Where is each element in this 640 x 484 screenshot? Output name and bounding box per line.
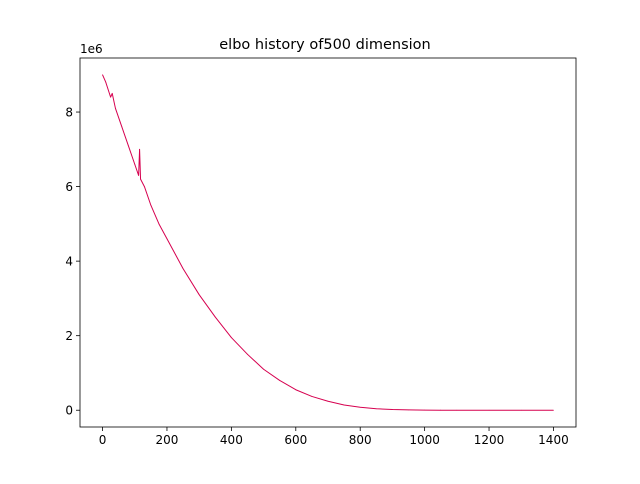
elbo-data-point	[520, 409, 522, 411]
elbo-data-point	[375, 408, 377, 410]
elbo-data-point	[327, 400, 329, 402]
y-tick-label: 4	[65, 254, 73, 268]
elbo-data-point	[198, 294, 200, 296]
x-tick-label: 400	[220, 433, 243, 447]
elbo-data-point	[127, 145, 129, 146]
y-tick-label: 8	[65, 105, 73, 119]
y-offset-label: 1e6	[80, 42, 103, 56]
x-tick-label: 200	[156, 433, 179, 447]
elbo-data-point	[230, 337, 232, 338]
x-tick-label: 1000	[409, 433, 440, 447]
x-tick-label: 800	[349, 433, 372, 447]
elbo-data-point	[263, 368, 264, 370]
elbo-data-point	[115, 107, 116, 109]
elbo-data-point	[105, 81, 107, 83]
elbo-data-point	[158, 223, 160, 225]
x-tick-label: 1200	[474, 433, 505, 447]
y-tick-label: 6	[65, 180, 73, 194]
elbo-data-point	[488, 409, 490, 411]
y-axis: 0 2 4 6 8	[65, 105, 80, 418]
y-tick-label: 0	[65, 404, 73, 418]
elbo-data-point	[111, 93, 113, 94]
elbo-series-line	[102, 74, 554, 411]
elbo-data-point	[343, 404, 345, 406]
elbo-data-point	[311, 396, 313, 397]
x-tick-label: 1400	[538, 433, 569, 447]
elbo-data-point	[440, 409, 442, 411]
elbo-data-point	[214, 316, 216, 318]
elbo-data-point	[166, 238, 168, 240]
elbo-data-point	[182, 268, 184, 269]
elbo-data-point	[553, 409, 554, 411]
elbo-data-point	[279, 380, 281, 381]
elbo-data-point	[102, 74, 103, 76]
elbo-data-point	[295, 389, 297, 391]
x-tick-label: 600	[284, 433, 307, 447]
elbo-data-point	[408, 409, 409, 411]
elbo-data-point	[140, 178, 141, 180]
elbo-data-point	[247, 353, 248, 355]
elbo-data-point	[138, 175, 140, 176]
elbo-data-point	[150, 204, 152, 206]
chart-title: elbo history of500 dimension	[219, 37, 431, 53]
x-tick-label: 0	[99, 433, 107, 447]
elbo-data-point	[456, 409, 458, 411]
elbo-data-point	[392, 409, 393, 410]
x-axis: 0 200 400 600 800 1000 1200 1400	[99, 427, 569, 447]
plot-layer	[102, 74, 554, 411]
elbo-data-point	[139, 148, 140, 150]
plot-frame	[79, 57, 577, 428]
elbo-data-point	[359, 406, 361, 408]
elbo-data-point	[121, 126, 123, 128]
y-tick-label: 2	[65, 329, 73, 343]
elbo-data-point	[144, 186, 145, 187]
elbo-data-point	[134, 163, 136, 165]
elbo-data-point	[424, 409, 426, 411]
elbo-data-point	[110, 96, 111, 98]
